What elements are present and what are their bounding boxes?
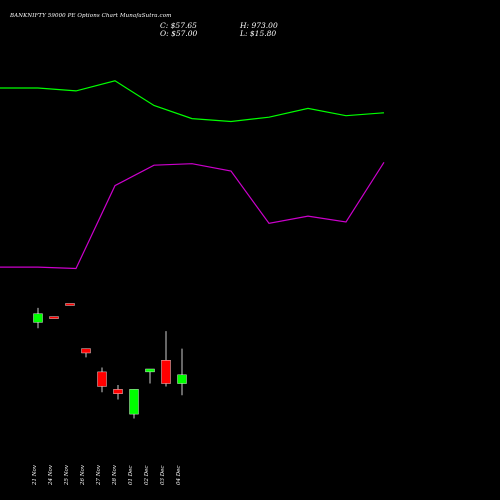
- close-label: C:: [160, 21, 169, 30]
- close-readout: C: $57.65: [160, 21, 197, 30]
- open-label: O:: [160, 29, 169, 38]
- candle-body: [97, 371, 107, 387]
- chart-title: BANKNIFTY 59000 PE Options Chart MunafaS…: [10, 13, 172, 19]
- candle-24-nov: [49, 316, 59, 319]
- x-tick-label: 04 Dec: [176, 466, 182, 486]
- candle-body: [81, 348, 91, 354]
- x-tick-label: 02 Dec: [144, 466, 150, 486]
- open-readout: O: $57.00: [160, 29, 197, 38]
- band-line-1: [0, 80, 385, 123]
- candle-25-nov: [65, 303, 75, 306]
- high-value: 973.00: [251, 21, 278, 30]
- x-tick-label: 28 Nov: [112, 464, 118, 486]
- candle-body: [65, 303, 75, 306]
- candle-28-nov: [113, 385, 123, 400]
- low-readout: L: $15.80: [240, 29, 276, 38]
- high-label: H:: [240, 21, 250, 30]
- high-readout: H: 973.00: [240, 21, 278, 30]
- candle-01-dec: [129, 389, 139, 419]
- x-tick-label: 21 Nov: [32, 464, 38, 486]
- candle-body: [33, 313, 43, 323]
- x-tick-label: 24 Nov: [48, 464, 54, 486]
- candle-body: [49, 316, 59, 319]
- low-value: $15.80: [249, 29, 277, 38]
- candle-02-dec: [145, 368, 155, 384]
- x-tick-label: 01 Dec: [128, 466, 134, 486]
- candle-body: [145, 368, 155, 373]
- band-line-2: [0, 161, 385, 270]
- x-tick-label: 03 Dec: [160, 466, 166, 486]
- candle-04-dec: [177, 348, 187, 396]
- x-tick-label: 25 Nov: [64, 464, 70, 486]
- candle-body: [161, 360, 171, 384]
- x-tick-label: 26 Nov: [80, 464, 86, 486]
- candle-26-nov: [81, 348, 91, 358]
- candle-body: [177, 374, 187, 384]
- low-label: L:: [240, 29, 248, 38]
- open-value: $57.00: [171, 29, 198, 38]
- close-value: $57.65: [170, 21, 197, 30]
- candle-body: [129, 389, 139, 415]
- candle-27-nov: [97, 367, 107, 393]
- candle-03-dec: [161, 331, 171, 387]
- candle-21-nov: [33, 307, 43, 329]
- candle-body: [113, 389, 123, 394]
- x-tick-label: 27 Nov: [96, 464, 102, 486]
